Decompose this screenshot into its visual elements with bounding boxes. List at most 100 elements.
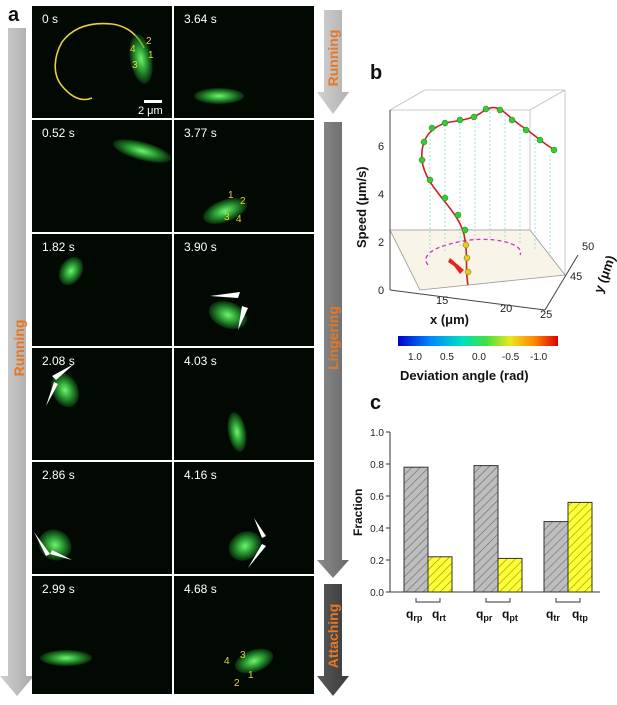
x-tick: 15 xyxy=(436,295,448,307)
bar xyxy=(427,556,453,593)
y-tick-label: 0.6 xyxy=(370,492,384,503)
bar-category-label: qtr xyxy=(546,607,560,623)
bar-category-label: qpt xyxy=(502,607,518,623)
bar xyxy=(473,465,499,593)
turn-arrowheads xyxy=(210,292,248,330)
trajectory-points xyxy=(418,105,558,234)
cell-label: 3 xyxy=(224,212,230,223)
y-tick-label: 1.0 xyxy=(370,428,384,439)
frame-time: 2.08 s xyxy=(42,354,75,368)
z-tick: 0 xyxy=(378,285,384,297)
frame-4-16s: 4.16 s xyxy=(174,462,314,574)
cell-label: 1 xyxy=(228,190,234,201)
trajectory-path xyxy=(54,22,145,101)
y-tick: 45 xyxy=(570,271,582,283)
frame-time: 3.64 s xyxy=(184,12,217,26)
cell-label: 4 xyxy=(224,656,230,667)
y-tick-label: 0.8 xyxy=(370,460,384,471)
frame-3-64s: 3.64 s xyxy=(174,6,314,118)
frame-1-82s: 1.82 s xyxy=(32,234,172,346)
frame-time: 0.52 s xyxy=(42,126,75,140)
frame-time: 4.68 s xyxy=(184,582,217,596)
colorbar-tick: 1.0 xyxy=(408,352,422,363)
cell-label: 4 xyxy=(236,214,242,225)
frame-0s: 0 s 2 4 1 3 2 μm xyxy=(32,6,172,118)
bacterium-cell xyxy=(110,134,172,168)
frame-2-86s: 2.86 s xyxy=(32,462,172,574)
frame-3-77s: 3.77 s 1 2 3 4 xyxy=(174,120,314,232)
bacterium-cell xyxy=(40,650,92,666)
bacterium-cell xyxy=(224,410,250,454)
frame-time: 1.82 s xyxy=(42,240,75,254)
x-tick: 20 xyxy=(500,303,512,315)
frame-time: 3.77 s xyxy=(184,126,217,140)
bacterium-cell xyxy=(194,88,244,104)
z-tick: 6 xyxy=(378,141,384,153)
frame-time: 4.16 s xyxy=(184,468,217,482)
fraction-bar-chart: 0.0 0.2 0.4 0.6 0.8 1.0 Fraction qrp qrt qpr qpt qt… xyxy=(351,428,600,623)
cell-label: 3 xyxy=(240,650,246,661)
bar-category-label: qrt xyxy=(432,607,446,623)
panel-c-letter: c xyxy=(370,392,382,414)
cell-label: 4 xyxy=(130,44,136,55)
colorbar-tick: -0.5 xyxy=(502,352,520,363)
panel-b-letter: b xyxy=(370,62,383,84)
x-tick: 25 xyxy=(540,309,552,321)
bar xyxy=(497,557,523,593)
bacterium-cell xyxy=(53,252,89,290)
bar xyxy=(543,521,569,593)
colorbar-label: Deviation angle (rad) xyxy=(400,368,529,383)
group-bracket xyxy=(485,598,511,603)
cell-label: 1 xyxy=(148,50,154,61)
z-axis-label: Speed (μm/s) xyxy=(354,166,369,248)
colorbar-tick: -1.0 xyxy=(530,352,548,363)
y-tick-label: 0.2 xyxy=(370,556,384,567)
y-axis-label: y (μm) xyxy=(591,253,617,295)
y-tick-label: 0.4 xyxy=(370,524,384,535)
y-tick-label: 0.0 xyxy=(370,588,384,599)
red-arrow xyxy=(448,258,464,274)
y-tick: 50 xyxy=(582,241,594,253)
bar xyxy=(403,466,429,593)
bar xyxy=(567,501,593,593)
frame-4-68s: 4.68 s 4 3 1 2 xyxy=(174,576,314,694)
xy-projection xyxy=(425,238,522,266)
bar-category-label: qpr xyxy=(476,607,493,623)
frame-time: 2.86 s xyxy=(42,468,75,482)
turn-arrowheads xyxy=(46,364,74,406)
turn-arrowheads xyxy=(248,518,266,568)
cell-label: 3 xyxy=(132,60,138,71)
scale-bar-label: 2 μm xyxy=(138,105,163,117)
frame-time: 3.90 s xyxy=(184,240,217,254)
bacterium-cell xyxy=(231,643,277,679)
frame-time: 2.99 s xyxy=(42,582,75,596)
speed-3d-plot: 0 2 4 6 15 20 25 45 50 x (μm) Speed (μm/… xyxy=(354,89,617,383)
colorbar-tick: 0.5 xyxy=(440,352,454,363)
scale-bar xyxy=(144,100,162,103)
frame-2-99s: 2.99 s xyxy=(32,576,172,694)
cell-label: 2 xyxy=(146,36,152,47)
x-axis-label: x (μm) xyxy=(430,312,469,327)
panel-a-letter: a xyxy=(8,4,20,26)
left-running-arrow xyxy=(0,28,34,696)
cell-label: 2 xyxy=(240,196,246,207)
bar-category-label: qtp xyxy=(572,607,588,623)
turn-arrowheads xyxy=(34,532,72,560)
frame-time: 0 s xyxy=(42,12,59,26)
frame-2-08s: 2.08 s xyxy=(32,348,172,460)
frame-time: 4.03 s xyxy=(184,354,217,368)
group-bracket xyxy=(415,598,441,603)
z-tick: 4 xyxy=(378,189,384,201)
right-phase-label-lingering: Lingering xyxy=(325,306,341,370)
cell-label: 1 xyxy=(248,670,254,681)
y-axis-label: Fraction xyxy=(351,489,365,536)
right-phase-label-attaching: Attaching xyxy=(325,603,341,669)
cell-label: 2 xyxy=(234,678,240,689)
right-phase-arrows xyxy=(317,10,349,696)
bar-category-label: qrp xyxy=(406,607,423,623)
group-bracket xyxy=(555,598,581,603)
right-phase-label-running: Running xyxy=(325,29,341,87)
colorbar-tick: 0.0 xyxy=(472,352,486,363)
frame-0-52s: 0.52 s xyxy=(32,120,172,232)
left-phase-label: Running xyxy=(11,319,27,377)
